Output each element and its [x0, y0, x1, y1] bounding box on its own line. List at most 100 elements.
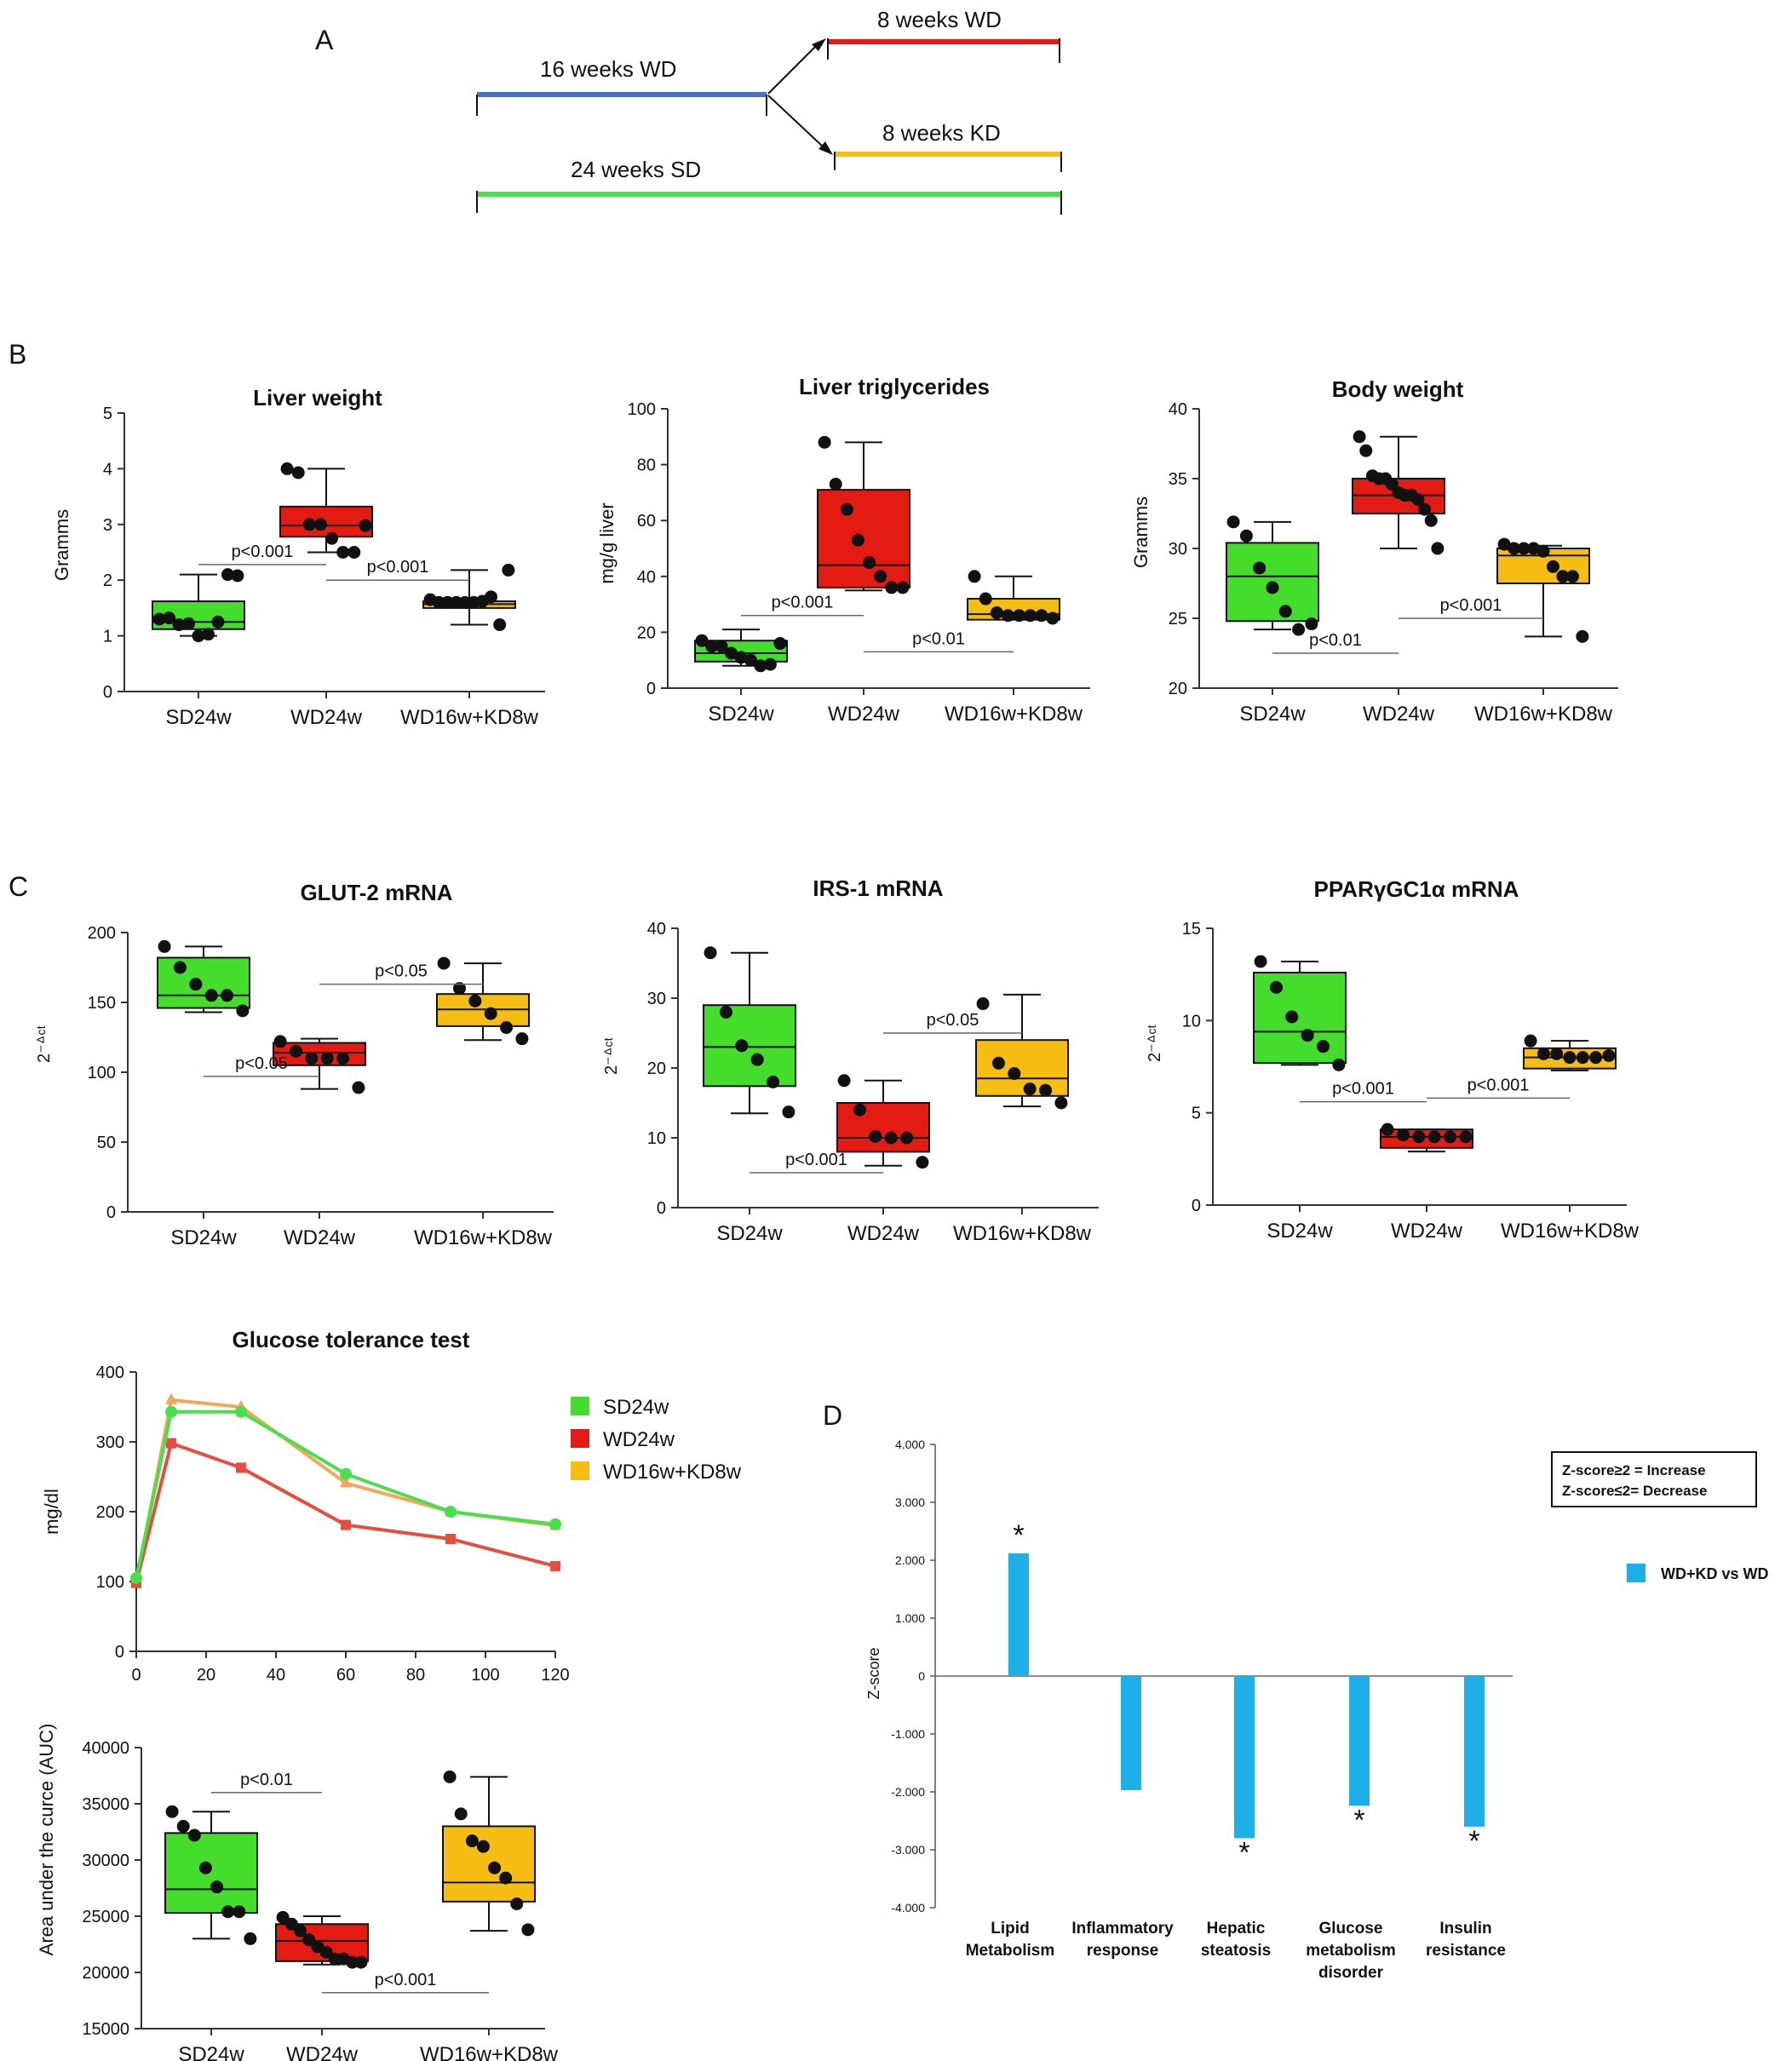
data-point — [754, 659, 767, 673]
data-point — [1046, 611, 1060, 625]
body-weight-chart: Body weight Gramms — [1130, 376, 1464, 568]
data-point — [437, 956, 451, 970]
data-point — [1285, 1010, 1299, 1024]
y-axis-label: Gramms — [1130, 497, 1152, 568]
x-tick-label: 60 — [336, 1666, 355, 1685]
panel-label-c: C — [9, 871, 28, 902]
data-point — [289, 1044, 302, 1058]
x-tick-label: SD24w — [1266, 1220, 1333, 1243]
x-tick-label: WD16w+KD8w — [420, 2043, 559, 2061]
zscore-plot: 4.000 3.000 2.000 1.000 0 -1.000 -2.000 -3.000 -… — [891, 1438, 1513, 1982]
legend-label-wd24w: WD24w — [603, 1428, 675, 1451]
data-point — [165, 1805, 179, 1818]
y-tick-label: 30 — [647, 990, 666, 1008]
p-value-label: p<0.01 — [240, 1771, 293, 1789]
data-point — [840, 502, 853, 516]
data-point — [244, 1932, 257, 1945]
data-point — [1565, 570, 1579, 583]
x-tick-label: 0 — [131, 1666, 141, 1685]
data-point — [152, 612, 166, 626]
chart-title: Body weight — [1332, 376, 1464, 402]
panel-label-a: A — [315, 25, 334, 55]
y-tick-label: 150 — [88, 994, 116, 1013]
panel-a-timeline: A 16 weeks WD 8 weeks WD 8 weeks KD 24 w… — [315, 7, 1062, 215]
timeline-arrow-down — [767, 95, 824, 147]
y-tick-label: 0 — [106, 1203, 116, 1222]
timeline-arrowhead — [818, 141, 833, 155]
p-value-label: p<0.001 — [785, 1151, 847, 1169]
bar-Insulin resistance — [1464, 1676, 1485, 1827]
data-point — [515, 1032, 529, 1046]
data-point — [837, 1074, 851, 1088]
legend-swatch-sd24w — [571, 1397, 589, 1415]
data-point — [1459, 1130, 1473, 1144]
y-tick-label: 10 — [1182, 1012, 1201, 1030]
timeline-arrowhead — [812, 38, 826, 51]
x-tick-label: WD16w+KD8w — [414, 1226, 553, 1249]
series-marker — [340, 1476, 352, 1488]
data-point — [695, 634, 709, 647]
p-value-label: p<0.001 — [367, 558, 429, 577]
x-tick-label: WD24w — [828, 703, 900, 726]
data-point — [818, 435, 831, 449]
y-tick-label: 20 — [647, 1059, 666, 1078]
data-point — [1381, 1122, 1394, 1136]
y-tick-label: 25000 — [82, 1908, 129, 1926]
box-SD24w — [164, 1832, 258, 1915]
y-tick-label: 5 — [103, 405, 112, 423]
x-tick-label: WD16w+KD8w — [1474, 703, 1613, 726]
p-value-label: p<0.001 — [232, 543, 294, 561]
box-WD24w — [1380, 1128, 1473, 1149]
x-category-label: Metabolism — [966, 1942, 1055, 1960]
data-point — [221, 568, 234, 582]
significance-marker: * — [1468, 1825, 1479, 1857]
series-marker — [550, 1560, 560, 1571]
data-point — [896, 581, 910, 594]
zscore-note-line2: Z-score≤2= Decrease — [1562, 1483, 1707, 1499]
box-SD24w — [157, 956, 250, 1009]
y-tick-label: 15000 — [82, 2020, 129, 2039]
data-point — [231, 569, 244, 583]
y-tick-label: 35 — [1169, 470, 1187, 489]
series-marker — [130, 1571, 142, 1584]
data-point — [1576, 1051, 1589, 1065]
x-tick-label: WD24w — [847, 1222, 920, 1245]
x-category-label: Hepatic — [1207, 1920, 1266, 1938]
y-tick-label: 200 — [88, 924, 116, 943]
x-tick-label: 20 — [197, 1666, 215, 1685]
y-axis-label: Z-score — [865, 1647, 882, 1699]
data-point — [1305, 617, 1318, 631]
glut2-plot: 0 50 100 150 200 SD24w WD24w WD16w+KD8w p<0.05 p<… — [88, 924, 554, 1249]
x-tick-label: WD24w — [1391, 1220, 1463, 1243]
bar-Inflammatory response — [1121, 1676, 1141, 1790]
data-point — [1039, 1083, 1053, 1097]
y-tick-label: 400 — [96, 1363, 124, 1382]
data-point — [735, 1039, 749, 1053]
data-point — [294, 1924, 307, 1938]
significance-marker: * — [1238, 1836, 1249, 1869]
data-point — [1024, 609, 1037, 623]
data-point — [476, 1840, 490, 1853]
x-tick-label: WD24w — [290, 706, 363, 729]
glut2-chart: GLUT-2 mRNA 2⁻ᐞᶜᵗ — [35, 880, 453, 1063]
x-tick-label: WD16w+KD8w — [945, 703, 1083, 726]
p-value-label: p<0.05 — [375, 962, 428, 981]
timeline-wd16-label: 16 weeks WD — [540, 56, 676, 82]
data-point — [1546, 560, 1559, 573]
data-point — [1332, 1058, 1346, 1071]
y-tick-label: -3.000 — [891, 1843, 925, 1857]
x-tick-label: SD24w — [708, 703, 774, 726]
x-category-label: steatosis — [1201, 1942, 1271, 1960]
p-value-label: p<0.01 — [912, 629, 965, 648]
data-point — [1444, 1130, 1457, 1144]
chart-title: Glucose tolerance test — [233, 1327, 470, 1352]
timeline-arrow-up — [767, 45, 817, 95]
data-point — [465, 1834, 479, 1848]
x-tick-label: SD24w — [170, 1226, 237, 1249]
data-point — [233, 1905, 246, 1919]
x-tick-label: 100 — [471, 1666, 499, 1685]
legend-swatch-wd24w — [571, 1429, 589, 1448]
irs1-chart: IRS-1 mRNA 2⁻ᐞᶜᵗ — [602, 875, 944, 1075]
chart-title: IRS-1 mRNA — [813, 875, 943, 901]
auc-chart: Area under the curce (AUC) — [36, 1724, 57, 1956]
